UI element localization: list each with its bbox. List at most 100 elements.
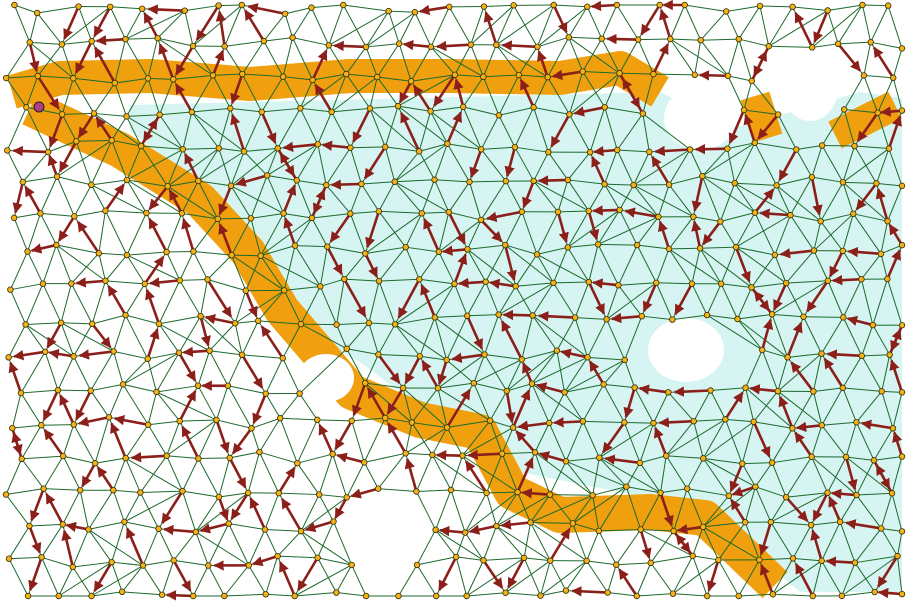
mesh-edge <box>124 490 183 523</box>
mesh-node <box>432 526 439 534</box>
flow-arrow <box>48 113 64 148</box>
mesh-edge <box>369 105 399 109</box>
mesh-node <box>878 388 885 395</box>
mesh-node <box>742 384 749 391</box>
flow-arrow <box>855 182 878 211</box>
mesh-node <box>782 493 790 501</box>
mesh-edge <box>126 179 168 187</box>
mesh-edge <box>469 180 506 183</box>
flow-arrow <box>676 523 704 535</box>
flow-arrow <box>96 466 115 491</box>
mesh-edge <box>660 455 667 493</box>
mesh-edge <box>123 492 141 523</box>
mesh-edge <box>467 244 506 250</box>
flow-arrow <box>691 220 702 249</box>
mesh-edge <box>363 462 379 489</box>
mesh-edge <box>572 522 599 532</box>
mesh-node <box>192 528 199 536</box>
mesh-edge <box>586 6 603 39</box>
flow-arrow <box>587 281 606 315</box>
mesh-node <box>289 34 296 41</box>
mesh-edge <box>734 182 791 216</box>
flow-arrow <box>28 525 42 554</box>
mesh-node <box>512 283 519 290</box>
mesh-edge <box>626 486 661 494</box>
mesh-node <box>544 73 551 81</box>
mesh-edge <box>430 106 464 112</box>
mesh-node <box>546 491 554 498</box>
mesh-node <box>595 527 603 535</box>
mesh-edge <box>482 44 497 77</box>
mesh-node <box>480 3 488 10</box>
mesh-node <box>598 35 605 42</box>
mesh-edge <box>47 140 77 153</box>
mesh-edge <box>587 319 608 358</box>
mesh-edge <box>61 114 77 142</box>
mesh-edge <box>90 184 106 211</box>
mesh-edge <box>5 42 31 79</box>
mesh-node <box>262 591 269 598</box>
mesh-node <box>665 245 673 253</box>
mesh-edge <box>480 149 507 182</box>
flow-arrow <box>442 245 468 256</box>
flow-arrow <box>453 253 468 285</box>
mesh-edge <box>364 452 406 463</box>
mesh-edge <box>665 420 695 457</box>
mesh-edge <box>147 358 157 393</box>
flow-arrow <box>404 355 421 385</box>
mesh-edge <box>158 323 180 354</box>
flow-arrow <box>758 521 773 556</box>
mesh-node <box>102 277 109 285</box>
mesh-edge <box>876 182 903 187</box>
mesh-node <box>787 211 794 219</box>
flow-arrow <box>673 386 711 397</box>
mesh-node <box>742 519 749 526</box>
mesh-edge <box>498 286 517 315</box>
flow-arrow <box>706 559 720 592</box>
mesh-edge <box>786 280 828 284</box>
mesh-edge <box>9 289 27 325</box>
mesh-edge <box>567 179 590 212</box>
mesh-edge <box>126 145 142 181</box>
mesh-edge <box>418 251 440 280</box>
mesh-node <box>735 592 742 600</box>
mesh-node <box>274 552 281 560</box>
mesh-edge <box>40 212 75 217</box>
mesh-node <box>153 388 160 396</box>
flow-arrow <box>215 10 227 47</box>
mesh-node <box>824 489 831 496</box>
mesh-node <box>190 592 197 600</box>
mesh-edge <box>394 324 421 357</box>
mesh-node <box>466 178 473 186</box>
mesh-node <box>731 179 738 187</box>
mesh-edge <box>294 245 328 248</box>
mesh-edge <box>434 179 470 183</box>
mesh-edge <box>887 185 903 222</box>
mesh-edge <box>430 46 484 78</box>
flow-arrow <box>551 69 583 80</box>
flow-arrow <box>211 49 225 76</box>
flow-arrow <box>515 430 536 454</box>
mesh-edge <box>418 151 435 180</box>
flow-arrow <box>795 421 822 433</box>
flow-arrow <box>610 312 642 324</box>
mesh-edge <box>218 4 242 7</box>
mesh-edge <box>157 10 186 39</box>
mesh-edge <box>284 13 294 38</box>
mesh-node <box>274 145 281 152</box>
flow-arrow <box>30 243 57 254</box>
mesh-node <box>343 494 350 501</box>
mesh-edge <box>670 38 701 41</box>
mesh-edge <box>706 314 763 351</box>
mesh-node <box>665 389 672 396</box>
mesh-node <box>884 217 891 225</box>
mesh-node <box>95 250 103 257</box>
mesh-node <box>818 350 825 357</box>
mesh-edge <box>552 247 569 284</box>
mesh-node <box>851 559 859 566</box>
flow-arrow <box>729 463 744 492</box>
mesh-edge <box>556 317 576 351</box>
mesh-edge <box>36 12 63 45</box>
mesh-edge <box>533 180 559 213</box>
mesh-edge <box>483 525 497 561</box>
